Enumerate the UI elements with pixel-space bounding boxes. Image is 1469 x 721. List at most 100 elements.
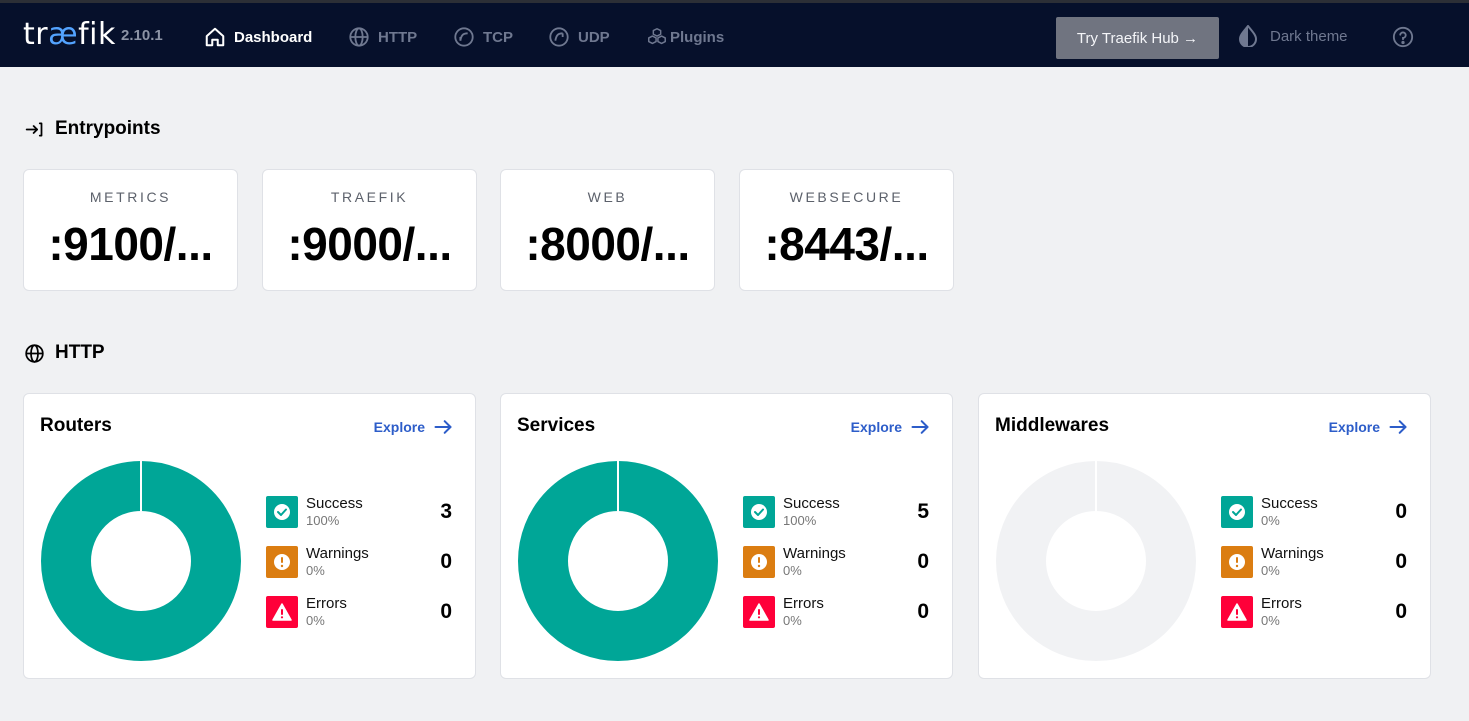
stat-warnings: Warnings 0% 0: [743, 545, 929, 578]
http-card-routers: Routers Explore Success 100% 3 Warnings …: [23, 393, 476, 679]
entrypoint-arrow-icon: [25, 122, 43, 136]
globe-icon: [349, 27, 369, 47]
tcp-icon: [454, 27, 474, 47]
stat-count: 0: [1395, 550, 1407, 573]
entrypoint-card-traefik[interactable]: TRAEFIK :9000/...: [262, 169, 477, 291]
exclamation-circle-icon: [274, 554, 290, 570]
entrypoint-card-websecure[interactable]: WEBSECURE :8443/...: [739, 169, 954, 291]
http-card-services: Services Explore Success 100% 5 Warnings…: [500, 393, 953, 679]
http-heading: HTTP: [24, 342, 105, 364]
stat-percent: 0%: [306, 613, 325, 628]
logo-text-start: tr: [23, 17, 49, 52]
warning-badge: [266, 546, 298, 578]
try-traefik-hub-button[interactable]: Try Traefik Hub →: [1056, 17, 1219, 59]
entrypoint-address: :8000/...: [525, 218, 690, 270]
entrypoint-name: WEBSECURE: [789, 189, 904, 205]
version-label: 2.10.1: [121, 27, 163, 44]
dark-theme-label: Dark theme: [1270, 27, 1348, 45]
card-title: Middlewares: [995, 415, 1110, 436]
stat-percent: 0%: [1261, 563, 1280, 578]
stat-percent: 0%: [306, 563, 325, 578]
logo-text-end: fik: [78, 17, 116, 52]
stat-percent: 100%: [306, 513, 340, 528]
http-card-middlewares: Middlewares Explore Success 0% 0 Warning…: [978, 393, 1431, 679]
stat-label: Success: [306, 495, 363, 512]
error-badge: [266, 596, 298, 628]
explore-label: Explore: [373, 419, 425, 435]
nav-tcp-label: TCP: [483, 28, 513, 46]
entrypoint-address: :9000/...: [287, 218, 452, 270]
warning-triangle-icon: [1227, 603, 1247, 621]
http-heading-text: HTTP: [55, 342, 105, 363]
card-title: Routers: [40, 415, 112, 436]
entrypoints-heading-text: Entrypoints: [55, 118, 161, 139]
stat-count: 0: [440, 600, 452, 623]
stat-success: Success 0% 0: [1221, 495, 1407, 528]
plugins-cubes-icon: [648, 28, 666, 45]
help-icon[interactable]: [1392, 26, 1414, 48]
entrypoint-name: METRICS: [89, 189, 172, 205]
arrow-right-icon: [911, 420, 929, 434]
error-badge: [743, 596, 775, 628]
exclamation-circle-icon: [1229, 554, 1245, 570]
stat-errors: Errors 0% 0: [1221, 595, 1407, 628]
stat-label: Warnings: [783, 545, 846, 562]
warning-badge: [1221, 546, 1253, 578]
stat-success: Success 100% 5: [743, 495, 929, 528]
entrypoint-card-metrics[interactable]: METRICS :9100/...: [23, 169, 238, 291]
entrypoints-heading: Entrypoints: [24, 118, 161, 140]
status-donut-chart: [518, 461, 718, 661]
stat-warnings: Warnings 0% 0: [1221, 545, 1407, 578]
stat-count: 0: [1395, 600, 1407, 623]
home-icon: [205, 27, 225, 47]
entrypoint-name: TRAEFIK: [330, 189, 409, 205]
entrypoint-address: :9100/...: [48, 218, 213, 270]
nav-dashboard-label: Dashboard: [234, 28, 313, 46]
stat-percent: 100%: [783, 513, 817, 528]
stat-percent: 0%: [1261, 513, 1280, 528]
warning-badge: [743, 546, 775, 578]
stat-label: Warnings: [306, 545, 369, 562]
explore-link[interactable]: Explore: [851, 417, 930, 437]
nav-udp[interactable]: UDP: [548, 25, 610, 49]
entrypoint-address: :8443/...: [764, 218, 929, 270]
explore-label: Explore: [1328, 419, 1380, 435]
explore-label: Explore: [850, 419, 902, 435]
nav-udp-label: UDP: [578, 28, 610, 46]
entrypoint-card-web[interactable]: WEB :8000/...: [500, 169, 715, 291]
nav-tcp[interactable]: TCP: [453, 25, 513, 49]
dark-theme-toggle[interactable]: Dark theme: [1238, 25, 1348, 47]
contrast-drop-icon: [1238, 25, 1258, 47]
stat-success: Success 100% 3: [266, 495, 452, 528]
check-circle-icon: [1229, 504, 1245, 520]
stat-percent: 0%: [783, 613, 802, 628]
stat-count: 0: [1395, 500, 1407, 523]
arrow-right-icon: [1389, 420, 1407, 434]
nav-plugins[interactable]: Plugins: [646, 25, 724, 49]
success-badge: [743, 496, 775, 528]
stat-count: 3: [440, 500, 452, 523]
warning-triangle-icon: [749, 603, 769, 621]
stat-percent: 0%: [1261, 613, 1280, 628]
udp-icon: [549, 27, 569, 47]
stat-count: 0: [440, 550, 452, 573]
nav-http[interactable]: HTTP: [348, 25, 417, 49]
nav-http-label: HTTP: [378, 28, 418, 46]
stat-errors: Errors 0% 0: [266, 595, 452, 628]
check-circle-icon: [274, 504, 290, 520]
explore-link[interactable]: Explore: [374, 417, 453, 437]
card-title: Services: [517, 415, 596, 436]
stat-label: Success: [783, 495, 840, 512]
stat-count: 0: [917, 550, 929, 573]
exclamation-circle-icon: [751, 554, 767, 570]
arrow-right-icon: [434, 420, 452, 434]
nav-dashboard[interactable]: Dashboard: [204, 25, 312, 49]
status-donut-chart: [996, 461, 1196, 661]
entrypoint-name: WEB: [587, 189, 628, 205]
stat-count: 5: [917, 500, 929, 523]
stat-percent: 0%: [783, 563, 802, 578]
explore-link[interactable]: Explore: [1329, 417, 1408, 437]
traefik-logo[interactable]: træfik: [23, 17, 116, 52]
nav-plugins-label: Plugins: [670, 28, 725, 46]
stat-warnings: Warnings 0% 0: [266, 545, 452, 578]
